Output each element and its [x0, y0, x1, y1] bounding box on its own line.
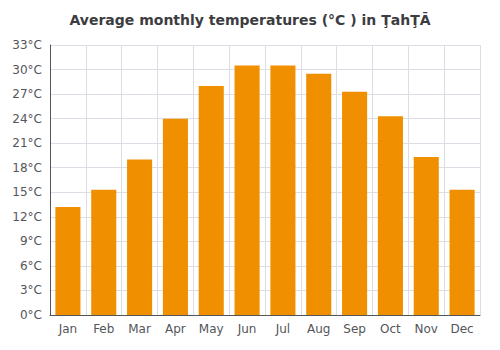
svg-text:Jun: Jun [237, 322, 257, 336]
svg-text:Jul: Jul [275, 322, 290, 336]
svg-text:15°C: 15°C [12, 185, 42, 199]
svg-text:33°C: 33°C [12, 38, 42, 52]
svg-text:Sep: Sep [343, 322, 366, 336]
svg-text:Dec: Dec [450, 322, 473, 336]
svg-text:Jan: Jan [58, 322, 78, 336]
svg-text:Mar: Mar [128, 322, 151, 336]
svg-text:Oct: Oct [380, 322, 401, 336]
svg-text:24°C: 24°C [12, 112, 42, 126]
svg-text:6°C: 6°C [20, 259, 42, 273]
svg-text:Aug: Aug [307, 322, 330, 336]
svg-text:9°C: 9°C [20, 234, 42, 248]
svg-text:0°C: 0°C [20, 308, 42, 322]
svg-text:12°C: 12°C [12, 210, 42, 224]
svg-text:May: May [199, 322, 224, 336]
svg-text:3°C: 3°C [20, 283, 42, 297]
svg-text:Average monthly temperatures (: Average monthly temperatures (°C ) in Ţa… [69, 11, 430, 28]
svg-text:Feb: Feb [93, 322, 114, 336]
svg-text:Apr: Apr [165, 322, 186, 336]
svg-text:18°C: 18°C [12, 161, 42, 175]
svg-text:Nov: Nov [415, 322, 438, 336]
svg-text:27°C: 27°C [12, 87, 42, 101]
svg-text:30°C: 30°C [12, 63, 42, 77]
svg-text:21°C: 21°C [12, 136, 42, 150]
